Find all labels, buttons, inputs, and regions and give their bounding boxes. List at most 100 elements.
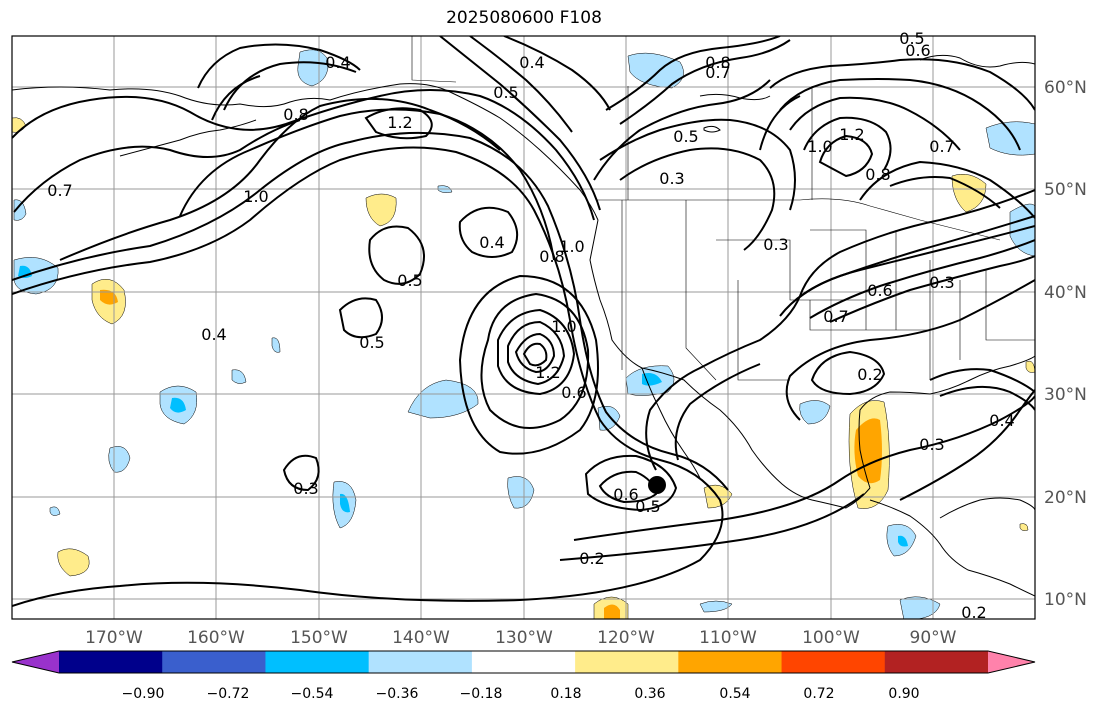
patch-cyan xyxy=(340,493,350,513)
contour-label: 0.7 xyxy=(47,181,72,200)
contour-label: 0.7 xyxy=(929,137,954,156)
patch-yellow xyxy=(57,548,90,577)
contour-label: 0.5 xyxy=(899,29,924,48)
lon-label: 110°W xyxy=(699,628,757,648)
contour-label: 0.8 xyxy=(283,105,308,124)
contour-labels: 0.4 0.4 0.5 0.8 0.7 0.8 1.2 1.0 0.7 0.5 … xyxy=(47,29,1014,622)
contour-label: 0.3 xyxy=(659,169,684,188)
contour-label: 0.6 xyxy=(867,281,892,300)
colorbar xyxy=(11,650,1036,674)
lon-label: 130°W xyxy=(495,628,553,648)
patch-blue xyxy=(899,596,941,619)
colorbar-tick-label: −0.54 xyxy=(291,686,334,702)
map-frame xyxy=(11,35,1036,620)
contour-label: 0.6 xyxy=(613,485,638,504)
colorbar-tick-label: −0.36 xyxy=(376,686,419,702)
colorbar-extend-low xyxy=(12,651,59,673)
contour-label: 0.2 xyxy=(961,603,986,622)
contour-label: 1.0 xyxy=(559,237,584,256)
colorbar-tick-label: 0.90 xyxy=(888,686,919,702)
latitude-axis: 60°N 50°N 40°N 30°N 20°N 10°N xyxy=(1044,78,1087,610)
colorbar-tick-label: 0.54 xyxy=(719,686,750,702)
lat-label: 50°N xyxy=(1044,180,1087,200)
contour-label: 0.7 xyxy=(823,307,848,326)
lon-label: 160°W xyxy=(187,628,245,648)
contour-label: 1.2 xyxy=(535,363,560,382)
patch-blue xyxy=(231,369,247,384)
colorbar-extend-high xyxy=(988,651,1035,673)
contour-label: 0.5 xyxy=(359,333,384,352)
contour-label: 0.6 xyxy=(561,383,586,402)
contour-label: 0.4 xyxy=(479,233,504,252)
contour-label: 1.0 xyxy=(551,317,576,336)
contour-label: 0.2 xyxy=(579,549,604,568)
patch-cyan xyxy=(898,535,908,547)
lat-label: 30°N xyxy=(1044,385,1087,405)
colorbar-segment xyxy=(884,651,989,673)
patch-blue xyxy=(13,199,27,221)
contour-label: 0.2 xyxy=(857,365,882,384)
lon-label: 120°W xyxy=(597,628,655,648)
contour-label: 1.0 xyxy=(807,137,832,156)
patch-blue xyxy=(699,600,733,613)
map-title: 2025080600 F108 xyxy=(446,8,602,28)
contour-label: 0.8 xyxy=(705,53,730,72)
lat-label: 60°N xyxy=(1044,78,1087,98)
storm-center-marker xyxy=(648,476,666,494)
colorbar-segment xyxy=(471,651,576,673)
longitude-axis: 170°W 160°W 150°W 140°W 130°W 120°W 110°… xyxy=(85,628,957,648)
contour-label: 0.4 xyxy=(519,53,544,72)
lon-label: 90°W xyxy=(910,628,957,648)
contour-label: 0.7 xyxy=(705,63,730,82)
contour-label: 0.4 xyxy=(325,53,350,72)
colorbar-segment xyxy=(162,651,266,673)
contour-label: 0.8 xyxy=(539,247,564,266)
patch-orange xyxy=(604,604,620,619)
lat-label: 20°N xyxy=(1044,488,1087,508)
colorbar-ticks: −0.90 −0.72 −0.54 −0.36 −0.18 0.18 0.36 … xyxy=(122,686,920,702)
contour-label: 0.5 xyxy=(493,83,518,102)
contour-label: 0.3 xyxy=(929,273,954,292)
contour-label: 1.2 xyxy=(839,125,864,144)
contour-label: 0.8 xyxy=(865,165,890,184)
colorbar-tick-label: 0.72 xyxy=(803,686,834,702)
colorbar-segment xyxy=(575,651,679,673)
contour-label: 1.2 xyxy=(387,113,412,132)
patch-blue xyxy=(271,337,281,353)
colorbar-tick-label: 0.18 xyxy=(550,686,581,702)
colorbar-segment xyxy=(265,651,370,673)
colorbar-segment xyxy=(678,651,783,673)
patch-blue xyxy=(49,506,61,516)
colorbar-tick-label: −0.90 xyxy=(122,686,165,702)
contour-label: 0.5 xyxy=(635,497,660,516)
colorbar-segment xyxy=(368,651,473,673)
shading-layer xyxy=(12,49,1035,619)
contour-label: 0.5 xyxy=(397,271,422,290)
colorbar-tick-label: −0.18 xyxy=(460,686,503,702)
contour-label: 0.6 xyxy=(905,41,930,60)
lon-label: 140°W xyxy=(392,628,450,648)
patch-blue xyxy=(799,400,831,425)
colorbar-tick-label: 0.36 xyxy=(634,686,665,702)
contour-label: 0.4 xyxy=(201,325,226,344)
contour-label: 0.3 xyxy=(293,479,318,498)
colorbar-outline xyxy=(11,650,1036,674)
lat-label: 10°N xyxy=(1044,590,1087,610)
patch-cyan xyxy=(170,397,186,413)
colorbar-tick-label: −0.72 xyxy=(207,686,250,702)
contour-label: 0.5 xyxy=(673,127,698,146)
contour-label: 0.3 xyxy=(763,235,788,254)
colorbar-segment xyxy=(59,651,163,673)
contour-label: 0.3 xyxy=(919,435,944,454)
lon-label: 170°W xyxy=(85,628,143,648)
patch-cyan xyxy=(642,373,662,386)
contour-label: 0.4 xyxy=(989,411,1014,430)
patch-blue xyxy=(407,379,479,419)
contour-lines xyxy=(12,36,1035,607)
contour-label: 1.0 xyxy=(243,187,268,206)
lon-label: 100°W xyxy=(802,628,860,648)
lon-label: 150°W xyxy=(290,628,348,648)
lat-label: 40°N xyxy=(1044,283,1087,303)
patch-yellow xyxy=(1019,523,1029,531)
